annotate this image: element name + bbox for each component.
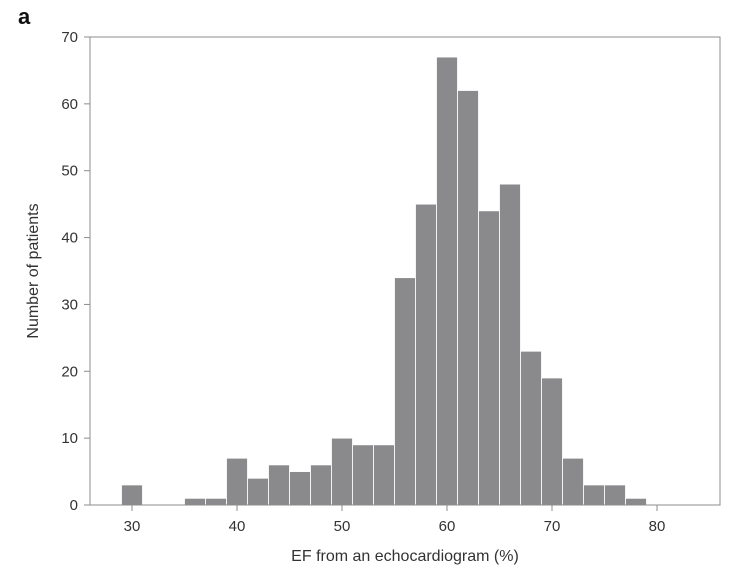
histogram-bar: [310, 464, 332, 506]
x-tick-label: 50: [334, 518, 351, 535]
y-tick-label: 70: [61, 29, 78, 46]
histogram-bar: [562, 457, 584, 506]
histogram-bar: [184, 497, 206, 506]
histogram-bar: [247, 477, 269, 506]
y-tick-label: 60: [61, 96, 78, 113]
histogram-bar: [457, 90, 479, 506]
y-tick-label: 0: [70, 497, 78, 514]
y-axis-label: Number of patients: [25, 203, 42, 338]
plot-frame: [89, 36, 721, 506]
x-tick-label: 80: [649, 518, 666, 535]
panel-label: a: [18, 4, 31, 29]
bars-group: [121, 56, 647, 506]
histogram-bar: [373, 444, 395, 506]
histogram-bar: [436, 56, 458, 506]
histogram-bar: [583, 484, 605, 506]
histogram-bar: [352, 444, 374, 506]
histogram-bar: [331, 437, 353, 506]
histogram-bar: [394, 277, 416, 506]
histogram-bar: [205, 497, 227, 506]
histogram-bar: [625, 497, 647, 506]
histogram-bar: [520, 350, 542, 506]
x-tick-label: 60: [439, 518, 456, 535]
x-axis-ticks: 30 40 50 60 70 80: [124, 505, 666, 535]
x-tick-label: 30: [124, 518, 141, 535]
histogram-bar: [226, 457, 248, 506]
x-tick-label: 70: [544, 518, 561, 535]
y-axis-ticks: 0 10 20 30 40 50 60 70: [61, 29, 90, 514]
y-tick-label: 50: [61, 163, 78, 180]
histogram-bar: [604, 484, 626, 506]
x-axis-label: EF from an echocardiogram (%): [291, 548, 519, 565]
histogram-bar: [268, 464, 290, 506]
histogram-bar: [478, 210, 500, 506]
x-tick-label: 40: [229, 518, 246, 535]
y-tick-label: 40: [61, 230, 78, 247]
histogram-bar: [289, 471, 311, 506]
y-tick-label: 10: [61, 430, 78, 447]
y-tick-label: 30: [61, 296, 78, 313]
y-tick-label: 20: [61, 363, 78, 380]
histogram-bar: [415, 203, 437, 506]
histogram-bar: [121, 484, 143, 506]
histogram-bar: [499, 183, 521, 506]
histogram-bar: [541, 377, 563, 506]
